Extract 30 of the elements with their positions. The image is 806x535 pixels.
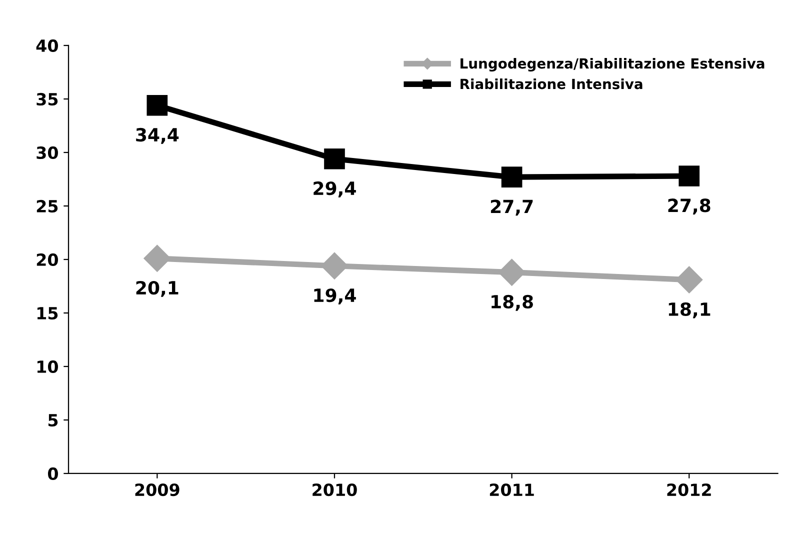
point bbox=[146, 94, 168, 116]
y-tick-label: 30 bbox=[36, 146, 58, 160]
y-tick-label: 0 bbox=[48, 467, 58, 480]
data-label: 18,8 bbox=[492, 294, 533, 311]
point bbox=[324, 148, 345, 170]
x-tick-label: 2010 bbox=[312, 483, 357, 496]
point bbox=[501, 166, 522, 188]
x-tick-label: 2011 bbox=[490, 483, 534, 496]
legend-label: Lungodegenza/Riabilitazione Estensiva bbox=[460, 58, 764, 72]
legend-label: Riabilitazione Intensiva bbox=[460, 78, 642, 90]
data-label: 27,7 bbox=[490, 200, 533, 216]
point bbox=[678, 166, 700, 186]
y-tick-label: 25 bbox=[36, 200, 58, 213]
y-tick-label: 10 bbox=[37, 360, 58, 374]
data-label: 18,1 bbox=[668, 302, 710, 318]
y-tick-label: 5 bbox=[48, 414, 58, 427]
data-label: 20,1 bbox=[136, 280, 178, 297]
data-label: 34,4 bbox=[136, 128, 179, 144]
y-tick-label: 20 bbox=[36, 253, 58, 266]
x-tick-label: 2009 bbox=[135, 483, 180, 496]
data-label: 29,4 bbox=[314, 181, 356, 198]
y-tick-label: 15 bbox=[37, 307, 58, 320]
point bbox=[676, 266, 703, 294]
x-tick-label: 2012 bbox=[667, 483, 711, 496]
point bbox=[321, 252, 348, 280]
point bbox=[144, 244, 171, 272]
data-label: 27,8 bbox=[668, 198, 710, 215]
y-tick-label: 40 bbox=[36, 39, 58, 52]
y-tick-label: 35 bbox=[36, 92, 58, 106]
data-label: 19,4 bbox=[314, 288, 356, 304]
